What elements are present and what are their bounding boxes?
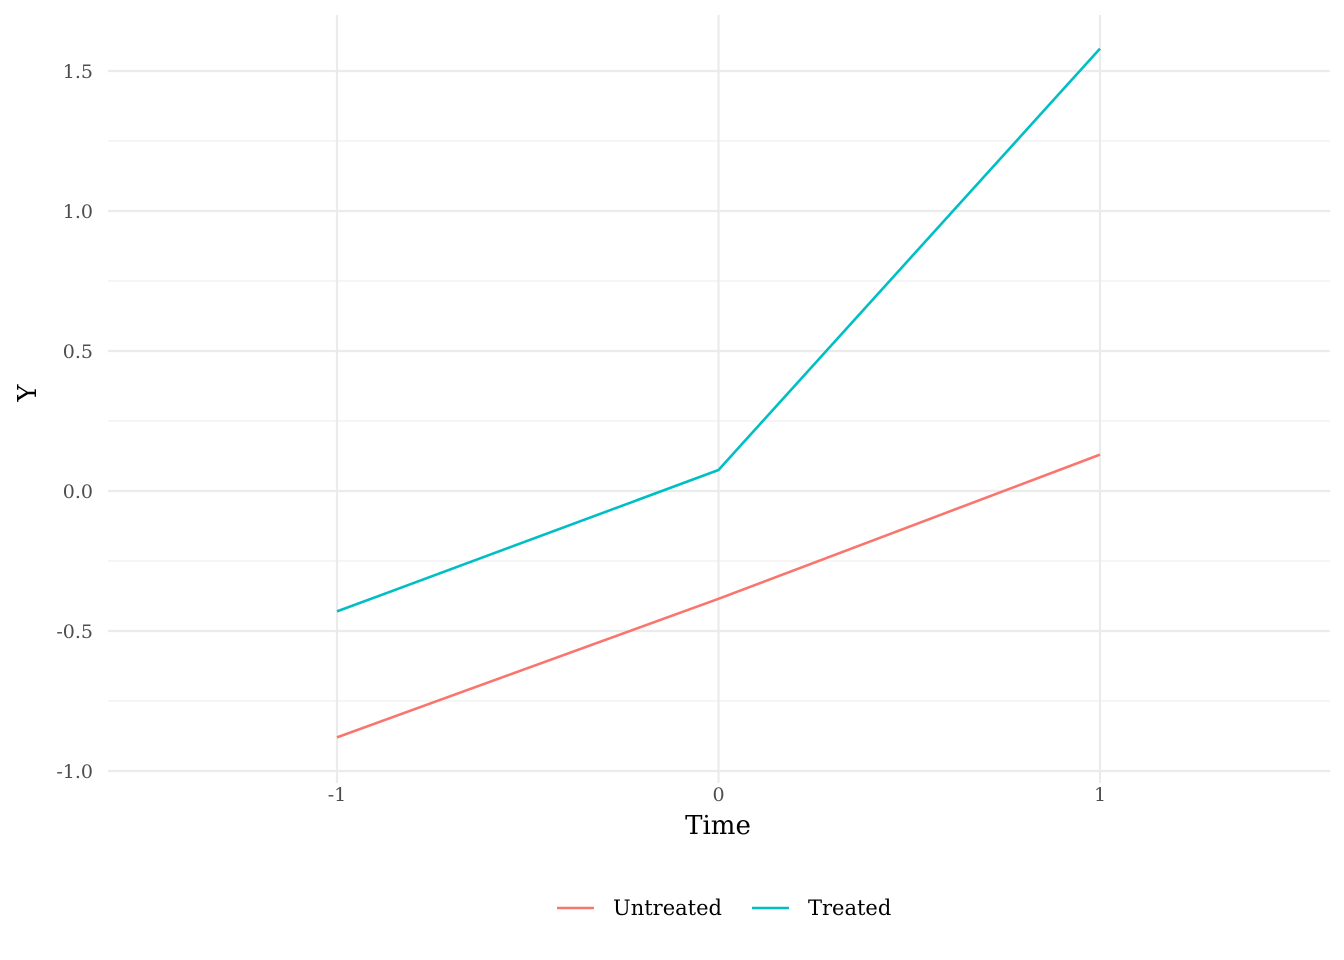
y-tick-label: 0.0 bbox=[63, 481, 93, 503]
series-line-treated bbox=[336, 47, 1101, 613]
x-axis-ticks: -1 0 1 bbox=[328, 784, 1106, 806]
y-tick-label: 0.5 bbox=[63, 341, 93, 363]
y-tick-label: -0.5 bbox=[56, 621, 93, 643]
y-tick-label: 1.5 bbox=[63, 61, 93, 83]
x-tick-label: -1 bbox=[328, 784, 347, 806]
grid bbox=[108, 15, 1330, 783]
y-axis-title: Y bbox=[13, 384, 43, 403]
legend-label-untreated: Untreated bbox=[613, 896, 722, 920]
legend-label-treated: Treated bbox=[808, 896, 891, 920]
legend: Untreated Treated bbox=[557, 896, 891, 920]
y-tick-label: 1.0 bbox=[63, 201, 93, 223]
x-axis-title: Time bbox=[685, 811, 751, 841]
x-tick-label: 0 bbox=[712, 784, 724, 806]
x-tick-label: 1 bbox=[1094, 784, 1106, 806]
y-axis-ticks: -1.0 -0.5 0.0 0.5 1.0 1.5 bbox=[56, 61, 93, 783]
y-tick-label: -1.0 bbox=[56, 761, 93, 783]
series-lines bbox=[336, 47, 1101, 739]
series-line-untreated bbox=[336, 453, 1101, 739]
